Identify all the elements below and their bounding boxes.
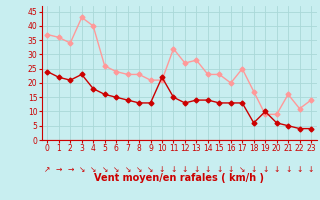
Text: ↓: ↓ [262,165,268,174]
Text: ↓: ↓ [170,165,177,174]
Text: ↘: ↘ [113,165,119,174]
Text: ↓: ↓ [296,165,303,174]
Text: ↓: ↓ [193,165,200,174]
Text: ↘: ↘ [101,165,108,174]
Text: ↗: ↗ [44,165,51,174]
Text: ↓: ↓ [216,165,222,174]
Text: →: → [56,165,62,174]
Text: ↓: ↓ [228,165,234,174]
Text: →: → [67,165,74,174]
Text: ↓: ↓ [159,165,165,174]
Text: ↓: ↓ [251,165,257,174]
Text: ↘: ↘ [90,165,96,174]
Text: ↓: ↓ [274,165,280,174]
Text: ↘: ↘ [78,165,85,174]
Text: ↘: ↘ [239,165,245,174]
Text: ↘: ↘ [147,165,154,174]
Text: ↘: ↘ [124,165,131,174]
Text: ↓: ↓ [205,165,211,174]
Text: ↓: ↓ [308,165,314,174]
Text: ↓: ↓ [182,165,188,174]
Text: ↓: ↓ [285,165,291,174]
Text: ↘: ↘ [136,165,142,174]
X-axis label: Vent moyen/en rafales ( km/h ): Vent moyen/en rafales ( km/h ) [94,173,264,183]
